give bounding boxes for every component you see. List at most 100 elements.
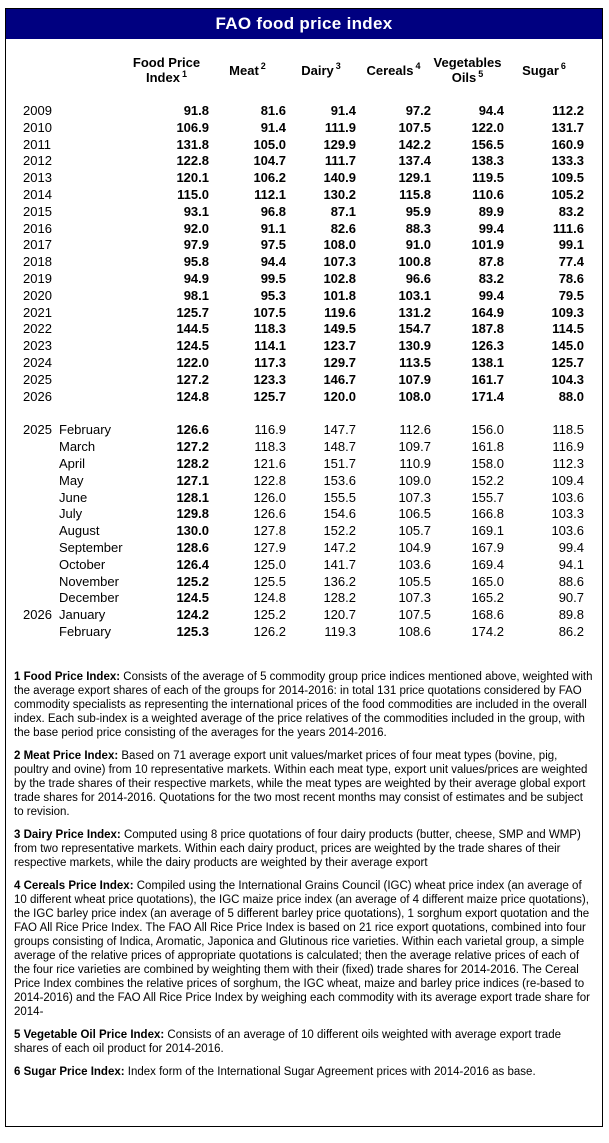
value-cell: 111.6 [552,220,584,236]
month-label [59,271,124,288]
value-cell: 81.6 [260,103,286,118]
month-label [59,204,124,221]
month-label [59,187,124,204]
footnote-ref: 2 [260,61,266,72]
value-cell: 104.3 [551,371,584,387]
value-cell: 103.6 [398,556,431,572]
table-header-row: Food Price Index 1 Meat 2 Dairy 3 Cereals 4 … [6,43,602,97]
footnote-text: Consists of an average of 10 different o… [14,1028,561,1055]
value-cell: 160.9 [551,136,584,152]
value-cell: 158.0 [471,455,504,471]
table-row: July 129.8 126.6 154.6 106.5 166.8 103.3 [6,506,602,523]
value-cell: 122.8 [176,153,209,169]
table-row: September 128.6 127.9 147.2 104.9 167.9 99.4 [6,540,602,557]
value-cell: 152.2 [471,472,504,488]
column-header-label: Food Price Index 1 [132,55,201,85]
value-cell: 115.8 [399,186,431,202]
table-row: 2016 92.0 91.1 82.6 88.3 99.4 111.6 [6,221,602,238]
month-label: March [59,439,96,455]
value-cell: 92.0 [183,220,209,236]
footnote-text: Consists of the average of 5 commodity g… [14,670,593,739]
value-cell: 152.2 [323,523,356,539]
value-cell: 103.6 [551,523,584,539]
column-header-meat: Meat 2 [209,43,286,97]
value-cell: 114.1 [254,338,286,354]
value-cell: 165.0 [471,573,504,589]
value-cell: 127.2 [176,371,209,387]
page-title: FAO food price index [215,14,393,33]
value-cell: 97.5 [260,237,286,253]
value-cell: 187.8 [471,321,504,337]
value-cell: 124.2 [176,607,209,623]
value-cell: 88.3 [405,220,431,236]
month-label: May [59,472,84,488]
value-cell: 83.2 [558,203,584,219]
footnote-lead: 3 Dairy Price Index: [14,828,121,841]
footnote-lead: 1 Food Price Index: [14,670,121,683]
value-cell: 130.9 [398,338,431,354]
table-row: 2011 131.8 105.0 129.9 142.2 156.5 160.9 [6,137,602,154]
year-label: 2018 [23,254,52,270]
value-cell: 112.6 [399,422,431,438]
value-cell: 111.7 [324,153,356,169]
value-cell: 105.5 [398,573,431,589]
value-cell: 107.3 [323,254,356,270]
value-cell: 124.5 [176,590,209,606]
table-row: 2019 94.9 99.5 102.8 96.6 83.2 78.6 [6,271,602,288]
value-cell: 119.5 [472,170,504,186]
value-cell: 147.2 [323,539,356,555]
column-header-label: Cereals 4 [366,61,421,78]
year-label: 2010 [23,119,52,135]
value-cell: 107.3 [398,590,431,606]
month-label [59,237,124,254]
value-cell: 97.2 [405,103,431,118]
value-cell: 107.9 [398,371,431,387]
footnote-sugar: 6 Sugar Price Index: Index form of the I… [14,1065,594,1079]
month-label: June [59,489,88,505]
table-row: October 126.4 125.0 141.7 103.6 169.4 94.1 [6,557,602,574]
table-row: 2021 125.7 107.5 119.6 131.2 164.9 109.3 [6,305,602,322]
value-cell: 153.6 [323,472,356,488]
footnote-ref: 5 [478,68,484,79]
table-row: April 128.2 121.6 151.7 110.9 158.0 112.3 [6,456,602,473]
value-cell: 91.4 [330,103,356,118]
value-cell: 166.8 [471,506,504,522]
value-cell: 126.2 [253,623,286,639]
column-header-label: Sugar 6 [522,61,566,78]
value-cell: 118.5 [552,422,584,438]
table-row: 2025 February 126.6 116.9 147.7 112.6 156.0 118… [6,422,602,439]
value-cell: 125.3 [176,623,209,639]
year-label: 2015 [23,203,52,219]
year-label [23,590,59,607]
year-label: 2012 [23,153,52,169]
value-cell: 94.4 [478,103,504,118]
month-label [59,305,124,322]
month-label [59,120,124,137]
value-cell: 121.6 [253,455,286,471]
value-cell: 126.4 [176,556,209,572]
value-cell: 129.1 [398,170,431,186]
table-row: 2012 122.8 104.7 111.7 137.4 138.3 133.3 [6,153,602,170]
value-cell: 95.9 [405,203,431,219]
value-cell: 82.6 [330,220,356,236]
value-cell: 99.5 [260,270,286,286]
value-cell: 133.3 [551,153,584,169]
annual-rows-section: 2009 91.8 81.6 91.4 97.2 94.4 112.2 2010 106.9 91… [6,103,602,405]
value-cell: 109.7 [398,439,431,455]
month-label: August [59,523,100,539]
value-cell: 96.8 [260,203,286,219]
month-label [59,103,124,120]
value-cell: 136.2 [323,573,356,589]
value-cell: 109.4 [551,472,584,488]
month-label [59,137,124,154]
value-cell: 127.1 [176,472,209,488]
value-cell: 125.7 [176,304,209,320]
value-cell: 131.7 [551,119,584,135]
year-label: 2016 [23,220,52,236]
monthly-rows-section: 2025 February 126.6 116.9 147.7 112.6 156.0 118… [6,422,602,640]
value-cell: 129.7 [323,354,356,370]
value-cell: 103.1 [398,287,431,303]
value-cell: 125.0 [253,556,286,572]
value-cell: 115.0 [177,186,209,202]
table-row: 2015 93.1 96.8 87.1 95.9 89.9 83.2 [6,204,602,221]
